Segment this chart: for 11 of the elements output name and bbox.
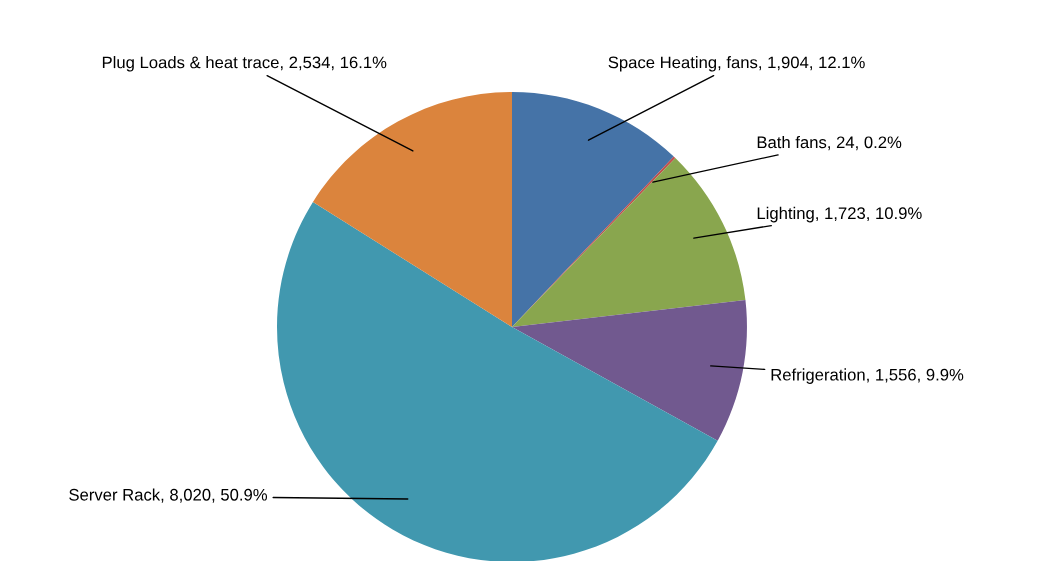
pie-slice bbox=[312, 92, 512, 327]
slice-label: Space Heating, fans, 1,904, 12.1% bbox=[608, 56, 865, 72]
pie-slice bbox=[512, 92, 674, 327]
slice-label: Server Rack, 8,020, 50.9% bbox=[69, 488, 268, 503]
pie-slice bbox=[277, 202, 718, 561]
slice-label: Bath fans, 24, 0.2% bbox=[757, 135, 902, 151]
pie-slice bbox=[512, 299, 747, 441]
slice-label: Refrigeration, 1,556, 9.9% bbox=[771, 368, 964, 384]
slice-label: Lighting, 1,723, 10.9% bbox=[757, 206, 922, 223]
pie-slice bbox=[512, 158, 746, 327]
slice-label: Plug Loads & heat trace, 2,534, 16.1% bbox=[102, 56, 387, 72]
